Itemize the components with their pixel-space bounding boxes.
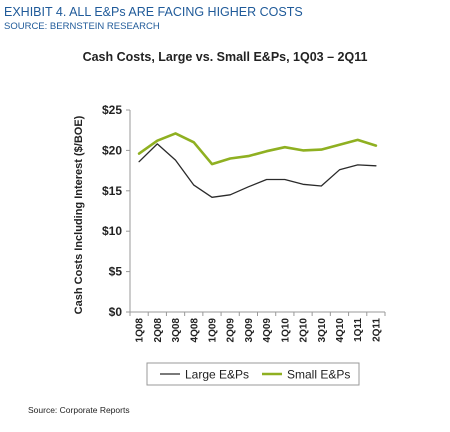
x-tick-label: 2Q11 (371, 318, 382, 342)
x-tick-label: 3Q08 (171, 318, 182, 343)
y-tick-label: $25 (102, 103, 122, 117)
y-tick-label: $15 (102, 184, 122, 198)
x-tick-label: 4Q09 (262, 318, 273, 343)
x-tick-label: 1Q09 (207, 318, 218, 343)
legend-item-small-eps-label: Small E&Ps (287, 368, 350, 382)
exhibit-source: SOURCE: BERNSTEIN RESEARCH (4, 21, 160, 32)
legend-item-large-eps-label: Large E&Ps (185, 368, 249, 382)
x-tick-label: 4Q10 (335, 318, 346, 343)
x-tick-label: 2Q09 (226, 318, 237, 343)
y-tick-label: $10 (102, 224, 122, 238)
y-axis-ticks: $0 $5 $10 $15 $20 $25 (102, 103, 130, 319)
chart-axes (129, 110, 385, 313)
x-tick-label: 2Q10 (299, 318, 310, 343)
x-tick-label: 1Q11 (353, 318, 364, 342)
legend-box (146, 362, 360, 386)
x-axis-ticks: 1Q08 2Q08 3Q08 4Q08 1Q09 2Q09 3Q09 4Q09 1Q10 2Q10… (129, 312, 386, 343)
x-tick-label: 1Q10 (280, 318, 291, 343)
y-axis-title: Cash Costs Including Interest ($/BOE) (73, 115, 85, 314)
y-tick-label: $0 (109, 305, 123, 319)
y-tick-label: $20 (102, 143, 122, 157)
exhibit-title: EXHIBIT 4. ALL E&Ps ARE FACING HIGHER CO… (4, 5, 303, 19)
series-line-large-eps (138, 143, 377, 198)
chart-title: Cash Costs, Large vs. Small E&Ps, 1Q03 –… (82, 50, 368, 64)
x-tick-label: 4Q08 (189, 318, 200, 343)
y-tick-label: $5 (109, 265, 123, 279)
x-tick-label: 3Q10 (317, 318, 328, 343)
x-tick-label: 1Q08 (135, 318, 146, 343)
legend: Large E&Ps Small E&Ps (146, 362, 360, 386)
x-tick-label: 3Q09 (244, 318, 255, 343)
series-lines (137, 132, 378, 198)
footer-source: Source: Corporate Reports (28, 405, 130, 415)
series-line-small-eps (137, 132, 378, 166)
x-tick-label: 2Q08 (153, 318, 164, 343)
